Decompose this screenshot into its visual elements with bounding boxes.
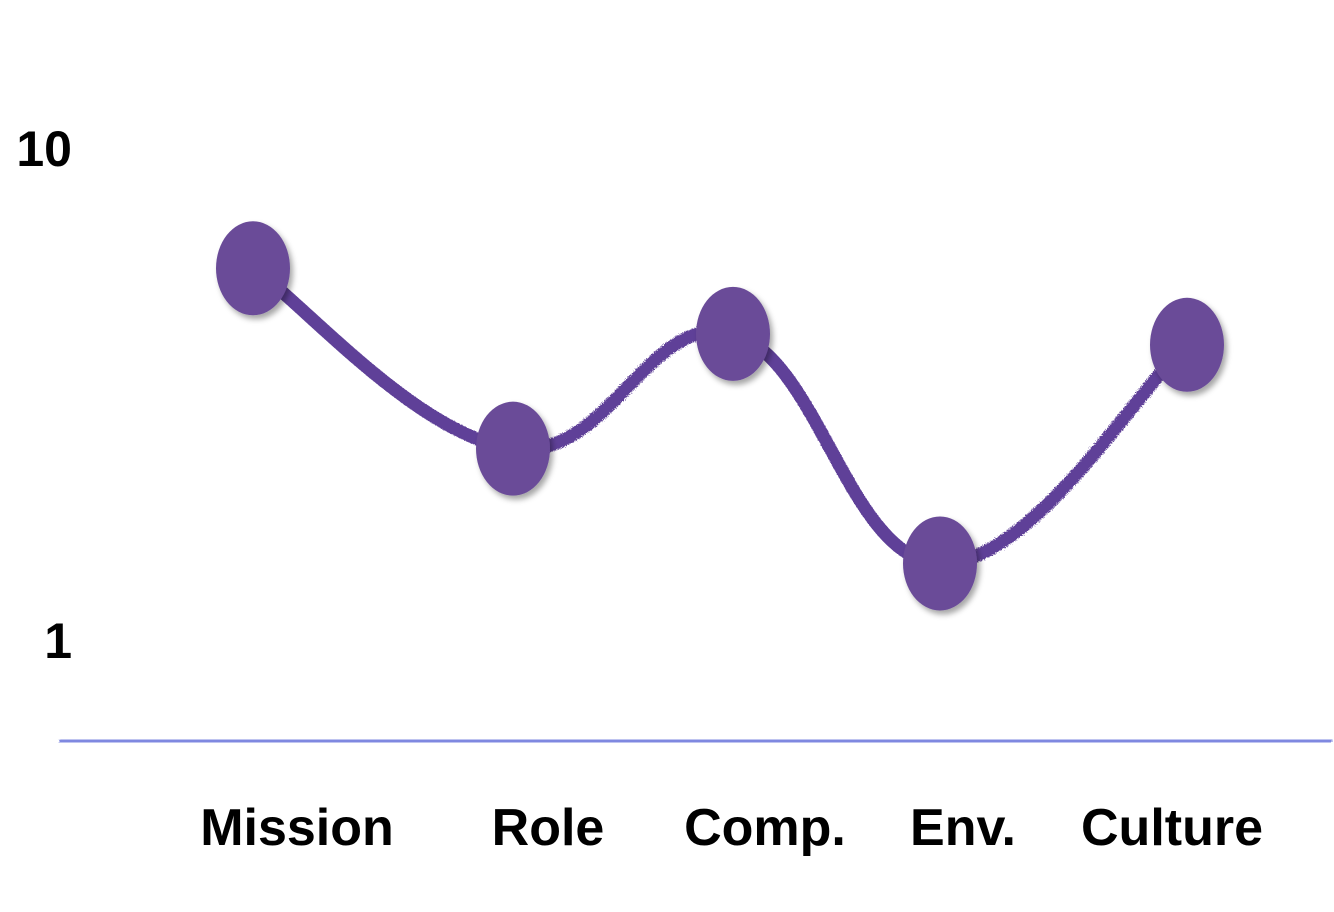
axes [59,6,1332,901]
x-tick-label: Mission [200,799,394,857]
x-tick-label: Comp. [684,799,846,857]
x-tick-label: Env. [910,799,1016,857]
data-point-culture [1150,297,1224,392]
x-tick-labels: Mission Role Comp. Env. Culture [200,799,1263,857]
x-tick-label: Culture [1081,799,1263,857]
data-points [216,221,1224,611]
y-tick-label: 1 [44,613,72,669]
data-point-comp [696,286,770,381]
x-tick-label: Role [492,799,605,857]
data-point-mission [216,221,290,316]
y-tick-labels: 10 1 [16,121,72,669]
x-axis [59,734,1332,748]
data-point-role [476,401,550,496]
data-point-env [903,516,977,611]
y-tick-label: 10 [16,121,72,177]
